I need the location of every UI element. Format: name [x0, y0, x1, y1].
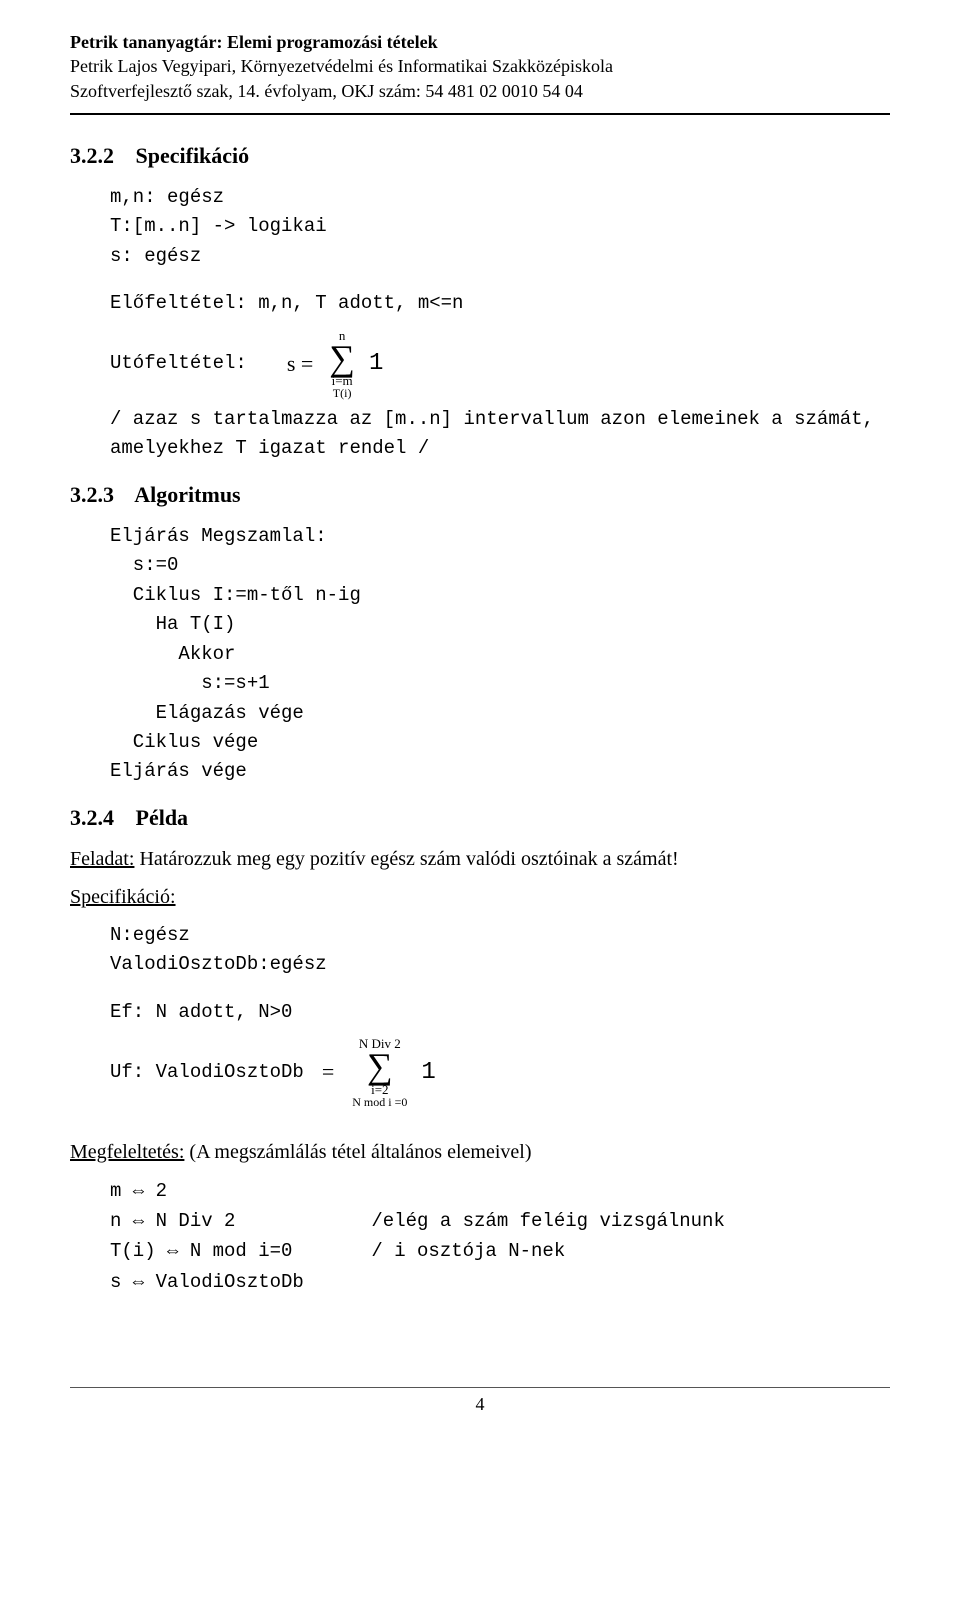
section-324-heading: 3.2.4 Példa — [70, 805, 890, 831]
page-number: 4 — [476, 1394, 485, 1414]
spec-324-l2: ValodiOsztoDb:egész — [110, 950, 890, 979]
map-row-2: n ⇔ N Div 2 /elég a szám feléig vizsgáln… — [110, 1206, 890, 1236]
spec-322-sum-term: 1 — [369, 345, 383, 382]
spec-322-l3: s: egész — [110, 242, 890, 271]
spec-322-l2: T:[m..n] -> logikai — [110, 212, 890, 241]
header-program: Szoftverfejlesztő szak, 14. évfolyam, OK… — [70, 79, 890, 103]
mapping-line: Megfeleltetés: (A megszámlálás tétel ált… — [70, 1138, 890, 1166]
spec-322-comment: / azaz s tartalmazza az [m..n] intervall… — [110, 405, 890, 464]
task-line: Feladat: Határozzuk meg egy pozitív egés… — [70, 845, 890, 873]
map-r4-l: s ⇔ ValodiOsztoDb — [110, 1267, 360, 1297]
section-322-title: Specifikáció — [136, 143, 250, 168]
section-324-title: Példa — [136, 805, 189, 830]
algo-l2: s:=0 — [110, 554, 178, 576]
section-322-heading: 3.2.2 Specifikáció — [70, 143, 890, 169]
header-school: Petrik Lajos Vegyipari, Környezetvédelmi… — [70, 54, 890, 78]
spec-label-line: Specifikáció: — [70, 883, 890, 911]
algo-l3: Ciklus I:=m-től n-ig — [110, 584, 361, 606]
algo-l8: Ciklus vége — [110, 731, 258, 753]
section-323-title: Algoritmus — [134, 482, 240, 507]
page-footer: 4 — [70, 1387, 890, 1415]
algo-l1: Eljárás Megszamlal: — [110, 525, 327, 547]
spec-324-uf-label: Uf: ValodiOsztoDb — [110, 1058, 304, 1087]
spec-324-ef: Ef: N adott, N>0 — [110, 998, 890, 1027]
map-row-1: m ⇔ 2 — [110, 1176, 890, 1206]
section-324-num: 3.2.4 — [70, 805, 130, 831]
page-header: Petrik tananyagtár: Elemi programozási t… — [70, 30, 890, 103]
spec-322-sum-bot2: T(i) — [333, 387, 352, 399]
map-r2-l: n ⇔ N Div 2 — [110, 1206, 360, 1236]
spec-324-l1: N:egész — [110, 921, 890, 950]
map-row-4: s ⇔ ValodiOsztoDb — [110, 1267, 890, 1297]
section-323-num: 3.2.3 — [70, 482, 130, 508]
sigma-icon: ∑ — [329, 342, 355, 374]
task-label: Feladat: — [70, 848, 134, 870]
spec-324-uf-row: Uf: ValodiOsztoDb = N Div 2 ∑ i=2 N mod … — [110, 1037, 890, 1107]
algo-l6: s:=s+1 — [110, 672, 270, 694]
section-323-heading: 3.2.3 Algoritmus — [70, 482, 890, 508]
algo-l5: Akkor — [110, 643, 235, 665]
spec-322-sum: n ∑ i=m T(i) — [329, 329, 355, 399]
spec-324-sum-term: 1 — [421, 1054, 435, 1091]
map-r2-r: /elég a szám feléig vizsgálnunk — [371, 1210, 724, 1232]
section-322-num: 3.2.2 — [70, 143, 130, 169]
spec-322-block: m,n: egész T:[m..n] -> logikai s: egész … — [110, 183, 890, 464]
algo-l4: Ha T(I) — [110, 613, 235, 635]
mapping-label: Megfeleltetés: — [70, 1141, 184, 1163]
algo-l7: Elágazás vége — [110, 702, 304, 724]
header-title: Petrik tananyagtár: Elemi programozási t… — [70, 30, 890, 54]
sigma-icon: ∑ — [367, 1050, 393, 1082]
spec-322-l1: m,n: egész — [110, 183, 890, 212]
spec-label: Specifikáció: — [70, 886, 176, 908]
spec-324-sum: N Div 2 ∑ i=2 N mod i =0 — [352, 1037, 407, 1107]
map-r3-l: T(i) ⇔ N mod i=0 — [110, 1236, 360, 1266]
map-r3-r: / i osztója N-nek — [371, 1240, 565, 1262]
page: Petrik tananyagtár: Elemi programozási t… — [0, 0, 960, 1455]
spec-322-uf-label: Utófeltétel: — [110, 349, 247, 378]
map-r1-l: m ⇔ 2 — [110, 1176, 360, 1206]
spec-322-seq: s = — [257, 347, 319, 381]
spec-324-block: N:egész ValodiOsztoDb:egész Ef: N adott,… — [110, 921, 890, 1108]
algo-323-block: Eljárás Megszamlal: s:=0 Ciklus I:=m-től… — [110, 522, 890, 787]
spec-324-eq: = — [314, 1055, 342, 1089]
spec-322-uf-row: Utófeltétel: s = n ∑ i=m T(i) 1 — [110, 329, 890, 399]
mapping-block: m ⇔ 2 n ⇔ N Div 2 /elég a szám feléig vi… — [110, 1176, 890, 1298]
spec-324-sum-bot2: N mod i =0 — [352, 1096, 407, 1108]
spec-324-sum-bot1: i=2 — [371, 1083, 388, 1096]
mapping-note: (A megszámlálás tétel általános elemeive… — [184, 1141, 531, 1163]
header-divider — [70, 113, 890, 115]
algo-l9: Eljárás vége — [110, 760, 247, 782]
spec-322-l4: Előfeltétel: m,n, T adott, m<=n — [110, 289, 890, 318]
map-row-3: T(i) ⇔ N mod i=0 / i osztója N-nek — [110, 1236, 890, 1266]
task-text: Határozzuk meg egy pozitív egész szám va… — [134, 848, 678, 870]
